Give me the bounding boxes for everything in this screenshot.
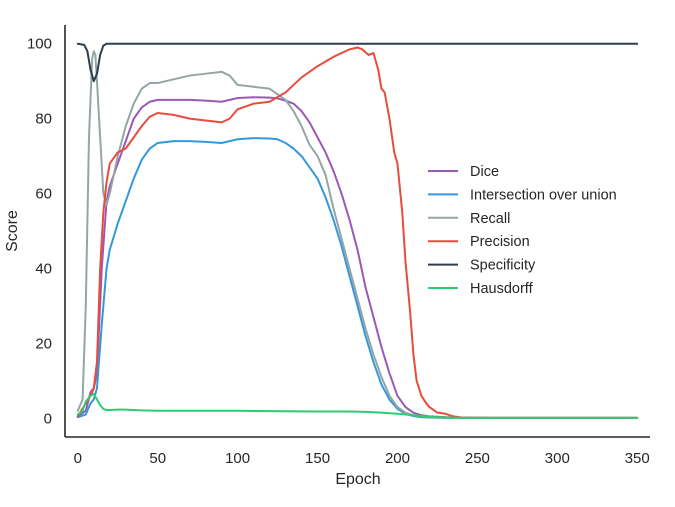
- legend-label-hausdorff: Hausdorff: [470, 281, 534, 297]
- legend-item-precision: Precision: [428, 234, 530, 250]
- plot-lines: [76, 42, 639, 419]
- x-tick-label-350: 350: [625, 450, 650, 467]
- legend: Dice Intersection over union Recall Precisi…: [428, 164, 617, 297]
- legend-label-recall: Recall: [470, 211, 510, 227]
- legend-label-specificity: Specificity: [470, 258, 536, 274]
- series-line-intersection-over-union: [76, 137, 639, 419]
- legend-label-precision: Precision: [470, 234, 530, 250]
- x-tick-labels: 0 50 100 150 200 250 300 350: [74, 450, 650, 467]
- x-tick-label-0: 0: [74, 450, 82, 467]
- x-tick-label-150: 150: [305, 450, 330, 467]
- axes: [64, 25, 650, 438]
- x-tick-label-300: 300: [545, 450, 570, 467]
- y-tick-label-0: 0: [44, 410, 52, 427]
- legend-label-dice: Dice: [470, 164, 499, 180]
- y-tick-label-100: 100: [27, 36, 52, 53]
- legend-item-dice: Dice: [428, 164, 499, 180]
- x-tick-label-200: 200: [385, 450, 410, 467]
- series-line-recall: [76, 50, 639, 419]
- y-tick-label-80: 80: [35, 111, 52, 128]
- series-line-precision: [76, 46, 639, 419]
- legend-item-intersection-over-union: Intersection over union: [428, 187, 617, 203]
- y-tick-label-40: 40: [35, 260, 52, 277]
- series-line-specificity: [76, 42, 639, 83]
- y-tick-label-60: 60: [35, 186, 52, 203]
- legend-item-specificity: Specificity: [428, 258, 536, 274]
- x-tick-label-100: 100: [225, 450, 250, 467]
- legend-item-recall: Recall: [428, 211, 510, 227]
- series-line-hausdorff: [76, 392, 639, 419]
- y-tick-label-20: 20: [35, 335, 52, 352]
- x-tick-label-250: 250: [465, 450, 490, 467]
- y-axis-title: Score: [4, 210, 21, 252]
- x-tick-label-50: 50: [149, 450, 166, 467]
- legend-item-hausdorff: Hausdorff: [428, 281, 534, 297]
- legend-label-intersection-over-union: Intersection over union: [470, 187, 617, 203]
- series-line-dice: [76, 96, 639, 419]
- y-tick-labels: 0 20 40 60 80 100: [27, 36, 52, 428]
- x-axis-title: Epoch: [335, 471, 380, 488]
